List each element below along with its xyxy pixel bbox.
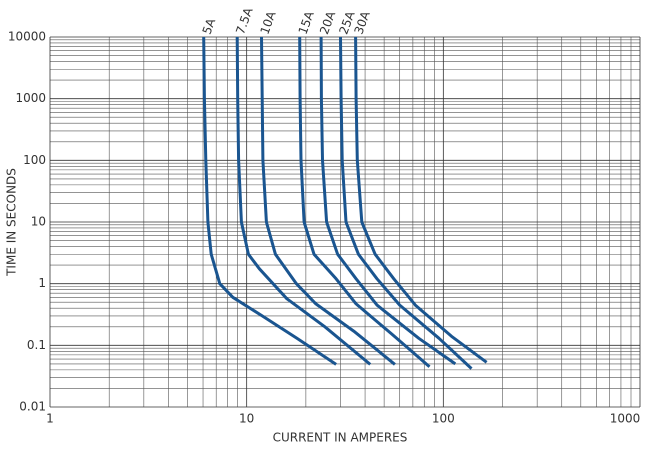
fuse-curve	[354, 36, 488, 364]
fuse-curve	[298, 36, 431, 368]
y-tick-label: 0.1	[27, 338, 46, 352]
y-tick-label: 1000	[15, 91, 46, 105]
fuse-curve	[260, 36, 396, 366]
y-axis-label: TIME IN SECONDS	[5, 168, 19, 277]
fuse-curve	[235, 36, 372, 366]
y-tick-label: 10000	[8, 30, 46, 44]
series-label: 10A	[257, 9, 278, 37]
series-label: 20A	[317, 9, 338, 37]
x-tick-label: 1	[46, 412, 54, 426]
series-label: 30A	[352, 9, 373, 37]
y-tick-label: 0.01	[19, 400, 46, 414]
series-label: 7.5A	[233, 5, 256, 36]
x-tick-label: 100	[432, 412, 455, 426]
series-label: 5A	[200, 16, 219, 36]
x-tick-label: 1000	[610, 412, 641, 426]
fuse-curve	[319, 36, 457, 366]
x-axis-label: CURRENT IN AMPERES	[273, 431, 408, 445]
fuse-curve	[202, 36, 337, 366]
series-label: 15A	[296, 9, 317, 37]
y-tick-label: 100	[23, 153, 46, 167]
y-tick-label: 1	[38, 276, 46, 290]
fuse-curve	[339, 36, 473, 370]
y-tick-label: 10	[31, 215, 46, 229]
x-tick-label: 10	[239, 412, 254, 426]
